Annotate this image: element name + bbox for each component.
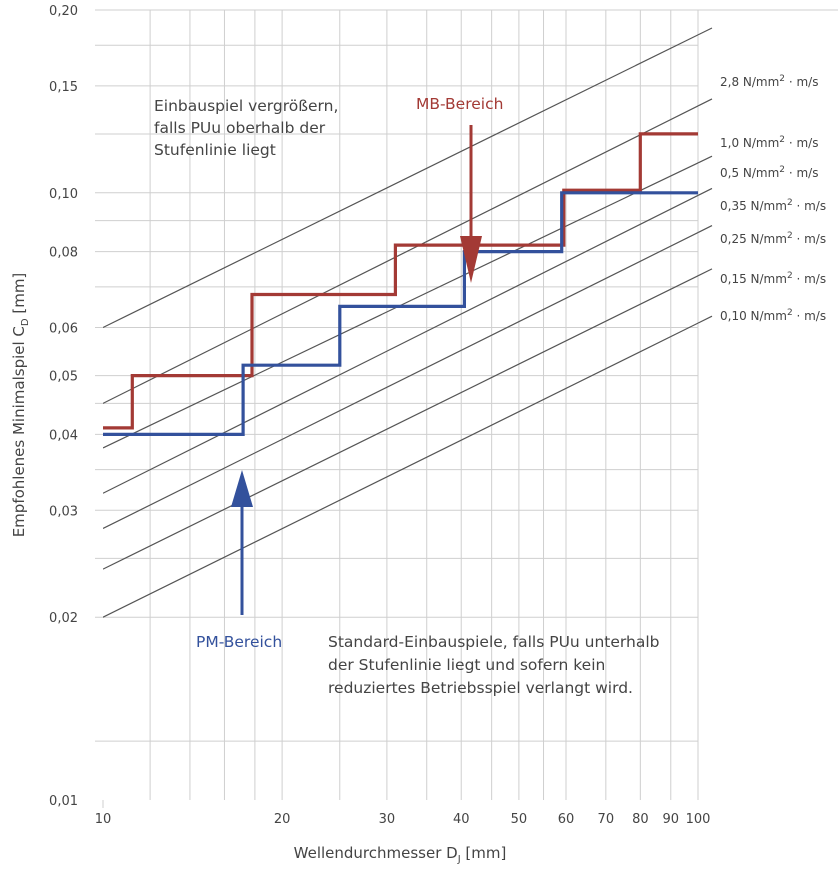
rate-line-end [697,315,713,324]
x-tick-label: 30 [379,812,396,827]
y-tick-label: 0,05 [49,370,78,385]
x-tick-label: 80 [632,812,649,827]
lower-note-line-1: Standard-Einbauspiele, falls PUu unterha… [328,633,660,651]
rate-line-label: 0,25 N/mm2 · m/s [720,231,826,246]
upper-note-line-3: Stufenlinie liegt [154,141,276,159]
series-mb-bereich [103,132,698,430]
y-tick-label: 0,04 [49,428,78,443]
x-tick-label: 100 [686,812,711,827]
x-axis-title: Wellendurchmesser DJ [mm] [294,844,507,865]
pm-arrow [231,470,253,615]
rate-line-label: 2,8 N/mm2 · m/s [720,74,818,89]
y-tick-label: 0,03 [49,504,78,519]
grid [95,9,838,808]
x-tick-label: 60 [558,812,575,827]
rate-line-end [697,268,713,277]
y-tick-label: 0,08 [49,246,78,261]
x-tick-labels: 10 20 30 40 50 60 70 80 90 100 [95,812,711,827]
x-tick-label: 50 [511,812,528,827]
rate-line-end [697,98,713,107]
rate-line-label: 0,15 N/mm2 · m/s [720,271,826,286]
rate-lines [103,34,698,618]
y-axis-title: Empfohlenes Minimalspiel CD [mm] [10,273,31,538]
y-tick-label: 0,06 [49,321,78,336]
rate-line-end [697,155,713,164]
rate-line-label: 0,10 N/mm2 · m/s [720,308,826,323]
rate-line [103,322,698,618]
mb-range-label: MB-Bereich [416,95,503,113]
lower-note-line-3: reduziertes Betriebsspiel verlangt wird. [328,679,633,697]
mb-arrow [460,125,482,283]
x-tick-label: 20 [274,812,291,827]
upper-note-line-1: Einbauspiel vergrößern, [154,97,338,115]
rate-line [103,105,698,404]
y-tick-label: 0,15 [49,80,78,95]
rate-line-label: 0,35 N/mm2 · m/s [720,198,826,213]
rate-line [103,34,698,329]
rate-labels: 2,8 N/mm2 · m/s 1,0 N/mm2 · m/s 0,5 N/mm2 … [697,27,826,324]
upper-note-line-2: falls PUu oberhalb der [154,119,326,137]
rate-line-end [697,187,713,196]
pm-range-label: PM-Bereich [196,633,282,651]
rate-line-label: 0,5 N/mm2 · m/s [720,165,818,180]
x-tick-label: 70 [598,812,615,827]
y-tick-label: 0,20 [49,4,78,19]
rate-line-label: 1,0 N/mm2 · m/s [720,135,818,150]
x-tick-label: 10 [95,812,112,827]
y-tick-label: 0,01 [49,794,78,809]
rate-line-end [697,27,713,36]
rate-line-end [697,225,713,234]
y-tick-label: 0,10 [49,187,78,202]
rate-line [103,275,698,570]
rate-line [103,162,698,449]
series-pm-bereich [103,191,698,436]
y-tick-label: 0,02 [49,611,78,626]
y-tick-labels: 0,01 0,02 0,03 0,04 0,05 0,06 0,08 0,10 0,15 0,20 [49,4,78,809]
rate-line [103,194,698,494]
rate-line [103,231,698,530]
x-tick-label: 90 [663,812,680,827]
x-tick-label: 40 [453,812,470,827]
series-layer [103,132,698,436]
lower-note-line-2: der Stufenlinie liegt und sofern kein [328,656,605,674]
